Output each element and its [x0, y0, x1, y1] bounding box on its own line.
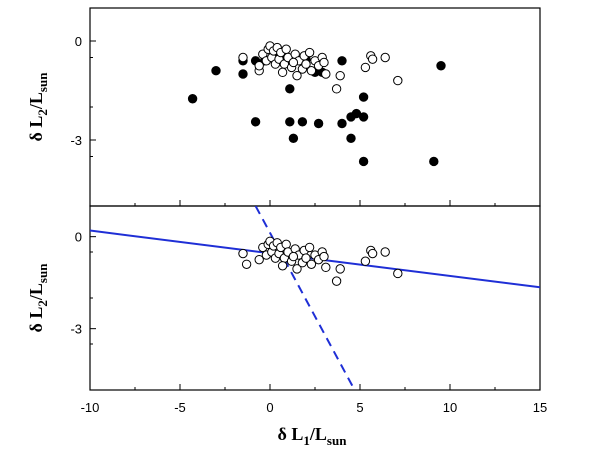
- top-filled-point: [285, 117, 295, 127]
- top-open-point: [254, 61, 264, 71]
- bottom-open-point: [306, 259, 317, 269]
- top-y-axis-title: δ L2/Lsun: [26, 72, 50, 142]
- bottom-y-axis-title: δ L2/Lsun: [26, 263, 50, 333]
- top-open-point: [277, 67, 288, 78]
- bottom-open-point: [360, 256, 371, 266]
- bottom-open-point: [331, 276, 342, 286]
- top-open-point: [319, 57, 329, 68]
- top-filled-point: [337, 56, 347, 66]
- top-filled-point: [238, 69, 248, 79]
- top-open-point: [306, 66, 317, 76]
- bottom-open-point: [335, 264, 345, 274]
- bottom-x-tick-label: -5: [174, 400, 186, 415]
- bottom-open-point: [288, 251, 299, 262]
- bottom-y-tick-label: 0: [75, 230, 82, 245]
- bottom-open-point: [292, 264, 302, 274]
- top-panel-ticks: 0 -3: [70, 34, 541, 206]
- top-open-point: [281, 44, 291, 54]
- bottom-open-point: [254, 254, 264, 265]
- bottom-x-tick-label: 15: [533, 400, 547, 415]
- top-y-tick-label: -3: [70, 133, 82, 148]
- top-open-point: [380, 52, 390, 63]
- top-filled-point: [187, 94, 198, 104]
- top-filled-point: [358, 92, 369, 102]
- bottom-x-tick-label: 5: [356, 400, 363, 415]
- top-panel: 0 -3 δ L2/Lsun: [26, 7, 541, 207]
- x-axis-title: δ L1/Lsun: [278, 424, 348, 448]
- top-filled-point: [297, 117, 308, 127]
- top-open-point: [288, 57, 299, 68]
- bottom-panel: 0 -3 -10 -5 0 5 10 15 δ L2/Lsun δ L1/Lsun: [26, 205, 547, 448]
- top-open-point: [360, 62, 371, 73]
- bottom-open-point: [277, 261, 288, 271]
- top-filled-point: [288, 133, 299, 144]
- top-open-point: [238, 52, 248, 63]
- top-open-point: [331, 84, 342, 94]
- top-filled-point: [313, 118, 324, 129]
- top-open-point: [301, 59, 311, 69]
- top-panel-frame: [89, 7, 541, 207]
- top-y-tick-label: 0: [75, 34, 82, 49]
- bottom-panel-marks: [90, 206, 540, 390]
- top-open-point: [393, 75, 403, 86]
- top-open-point: [367, 54, 378, 64]
- top-open-point: [335, 70, 345, 81]
- bottom-open-point: [319, 251, 329, 262]
- top-filled-point: [337, 118, 347, 129]
- bottom-panel-ticks: 0 -3 -10 -5 0 5 10 15: [70, 230, 547, 415]
- top-filled-point: [358, 112, 369, 122]
- bottom-open-point: [380, 247, 390, 257]
- bottom-open-point: [238, 248, 248, 259]
- bottom-open-point: [281, 239, 291, 250]
- bottom-open-point: [301, 253, 311, 263]
- bottom-fit-line-dashed: [254, 206, 356, 390]
- top-filled-point: [346, 133, 356, 144]
- bottom-x-tick-label: 0: [266, 400, 273, 415]
- top-open-point: [321, 69, 331, 79]
- top-filled-point: [211, 66, 221, 76]
- top-filled-point: [285, 84, 295, 94]
- bottom-y-tick-label: -3: [70, 322, 82, 337]
- bottom-open-point: [367, 248, 378, 259]
- bottom-x-tick-label: -10: [81, 400, 100, 415]
- top-filled-point: [429, 156, 439, 167]
- top-open-point: [304, 47, 315, 58]
- top-open-point: [292, 70, 302, 81]
- bottom-open-point: [304, 242, 315, 253]
- bottom-open-point: [393, 268, 403, 279]
- bottom-open-point: [241, 259, 252, 269]
- top-filled-point: [436, 61, 446, 71]
- bottom-open-point: [321, 262, 331, 273]
- bottom-x-tick-label: 10: [443, 400, 457, 415]
- top-panel-marks: [187, 41, 446, 167]
- bottom-panel-frame: [89, 205, 541, 391]
- top-filled-point: [250, 117, 261, 127]
- top-filled-point: [358, 156, 369, 167]
